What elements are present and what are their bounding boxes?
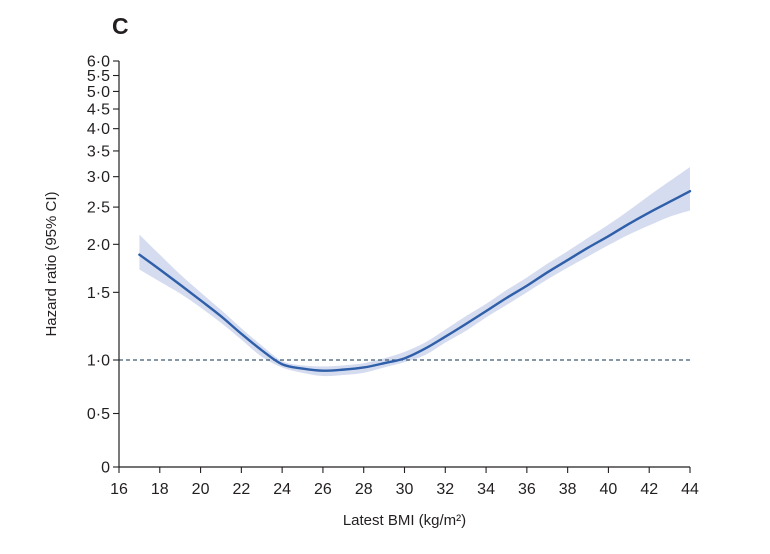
x-tick-label: 44 [681, 481, 699, 498]
x-tick-label: 22 [232, 481, 250, 498]
y-tick-label: 4·0 [87, 121, 110, 138]
x-tick-label: 30 [396, 481, 414, 498]
series-line [138, 189, 692, 372]
x-tick-label: 18 [151, 481, 169, 498]
x-tick-label: 34 [477, 481, 495, 498]
x-tick-label: 40 [600, 481, 618, 498]
x-tick-label: 20 [192, 481, 210, 498]
y-tick-label: 6·0 [87, 54, 110, 71]
x-tick-label: 26 [314, 481, 332, 498]
y-tick-label: 1·5 [87, 285, 110, 302]
x-tick-label: 36 [518, 481, 536, 498]
y-tick-label: 5·0 [87, 84, 110, 101]
y-axis-title: Hazard ratio (95% CI) [43, 191, 60, 336]
confidence-band [139, 166, 690, 377]
x-tick-label: 32 [436, 481, 454, 498]
x-tick-label: 24 [273, 481, 291, 498]
y-tick-label: 3·0 [87, 169, 110, 186]
x-axis-title: Latest BMI (kg/m²) [343, 512, 466, 529]
y-tick-label: 0·5 [87, 406, 110, 423]
panel-label: C [112, 13, 129, 39]
y-tick-label: 1·0 [87, 353, 110, 370]
y-tick-label: 3·5 [87, 143, 110, 160]
x-tick-label: 42 [640, 481, 658, 498]
x-tick-label: 28 [355, 481, 373, 498]
y-tick-label: 2·5 [87, 200, 110, 217]
axes-layer: 16 18 20 22 24 26 28 30 32 34 36 38 40 42 44 0 0·5 1·0 1·5… [87, 54, 699, 499]
series-line-layer [138, 189, 692, 372]
y-tick-label: 0 [101, 460, 110, 477]
x-tick-label: 16 [110, 481, 128, 498]
y-tick-label: 2·0 [87, 237, 110, 254]
x-tick-label: 38 [559, 481, 577, 498]
y-tick-label: 4·5 [87, 102, 110, 119]
confidence-band-layer [139, 166, 690, 377]
y-tick-label: 5·5 [87, 68, 110, 85]
